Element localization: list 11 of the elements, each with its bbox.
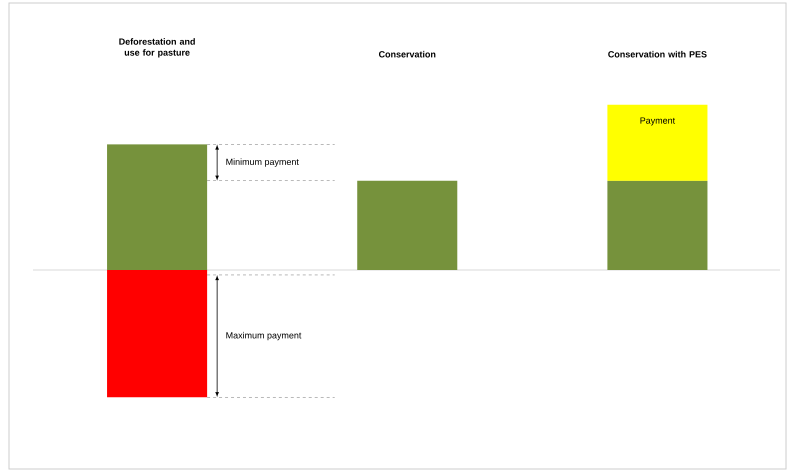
series-label: Payment (640, 117, 676, 126)
annotation: Maximum payment (226, 332, 302, 340)
x-tick-label: Conservation (378, 50, 436, 58)
bar (107, 144, 208, 270)
bar (357, 180, 458, 270)
bar (107, 270, 208, 398)
bar (607, 104, 708, 181)
bar (607, 180, 708, 270)
x-tick-label: Deforestation and use for pasture (119, 38, 195, 58)
annotation: Minimum payment (226, 158, 299, 167)
x-tick-label: Conservation with PES (608, 50, 707, 58)
